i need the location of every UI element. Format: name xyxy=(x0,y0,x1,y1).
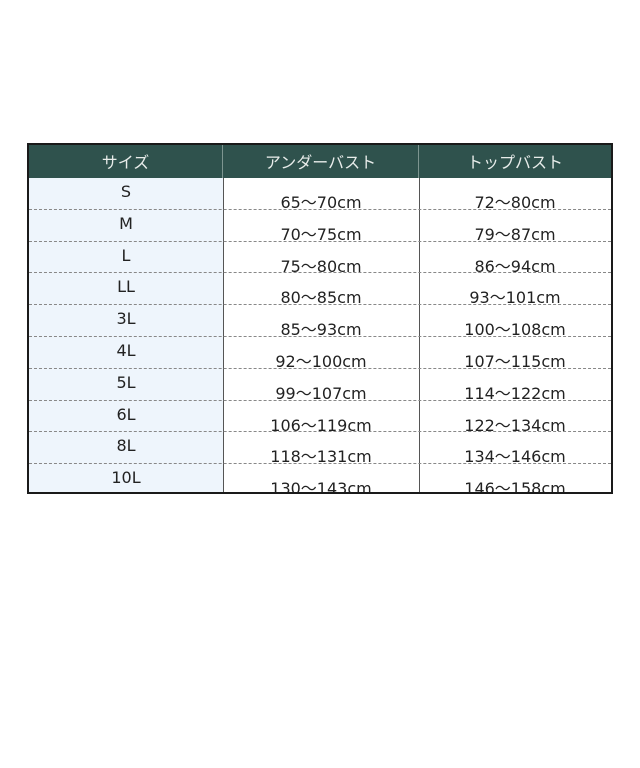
top-bust-cell: 114～122cm xyxy=(464,383,566,400)
table-row: 6L 106～119cm 122～134cm xyxy=(29,401,611,433)
header-size: サイズ xyxy=(29,145,223,178)
size-column-background xyxy=(29,178,223,492)
under-bust-cell: 65～70cm xyxy=(280,193,362,209)
table-row: L 75～80cm 86～94cm xyxy=(29,242,611,274)
table-row: M 70～75cm 79～87cm xyxy=(29,210,611,242)
top-bust-cell: 107～115cm xyxy=(464,351,566,368)
under-bust-cell: 92～100cm xyxy=(275,351,367,368)
size-cell: 8L xyxy=(116,436,136,456)
size-cell: L xyxy=(121,245,131,265)
size-cell: LL xyxy=(117,277,135,297)
top-bust-cell: 134～146cm xyxy=(464,447,566,464)
size-cell: 5L xyxy=(116,372,136,392)
under-bust-cell: 106～119cm xyxy=(270,415,372,432)
table-header: サイズ アンダーバスト トップバスト xyxy=(29,145,611,178)
table-row: LL 80～85cm 93～101cm xyxy=(29,273,611,306)
under-bust-cell: 80～85cm xyxy=(280,288,362,305)
top-bust-cell: 122～134cm xyxy=(464,415,566,432)
table-row: 4L 92～100cm 107～115cm xyxy=(29,337,611,369)
under-bust-cell: 75～80cm xyxy=(280,256,362,273)
under-bust-cell: 118～131cm xyxy=(270,447,372,464)
table-row: 5L 99～107cm 114～122cm xyxy=(29,369,611,401)
under-bust-cell: 70～75cm xyxy=(280,224,362,241)
header-top-bust: トップバスト xyxy=(466,153,563,172)
table-row: 3L 85～93cm 100～108cm xyxy=(29,305,611,337)
size-cell: M xyxy=(119,213,133,233)
top-bust-cell: 72～80cm xyxy=(474,193,556,209)
top-bust-cell: 100～108cm xyxy=(464,320,566,337)
top-bust-cell: 93～101cm xyxy=(469,288,561,305)
size-cell: 10L xyxy=(111,468,141,488)
size-cell: 3L xyxy=(116,309,136,329)
header-under-bust: アンダーバスト xyxy=(223,145,419,178)
table-row: 10L 130～143cm 146～158cm xyxy=(29,464,611,494)
table-row: S 65～70cm 72～80cm xyxy=(29,178,611,210)
table-row: 8L 118～131cm 134～146cm xyxy=(29,432,611,465)
under-bust-cell: 130～143cm xyxy=(270,479,372,494)
column-divider xyxy=(419,178,420,492)
column-divider xyxy=(223,178,224,492)
under-bust-cell: 99～107cm xyxy=(275,383,367,400)
size-cell: 6L xyxy=(116,404,136,424)
table-body: S 65～70cm 72～80cm M 70～75cm 79～87cm L 75～80cm 86… xyxy=(29,178,611,492)
top-bust-cell: 79～87cm xyxy=(474,224,556,241)
under-bust-cell: 85～93cm xyxy=(280,320,362,337)
size-chart-table: サイズ アンダーバスト トップバスト S 65～70cm 72～80cm M 70～75… xyxy=(27,143,613,494)
size-cell: 4L xyxy=(116,340,136,360)
size-cell: S xyxy=(120,182,132,201)
top-bust-cell: 146～158cm xyxy=(464,479,566,494)
top-bust-cell: 86～94cm xyxy=(474,256,556,273)
